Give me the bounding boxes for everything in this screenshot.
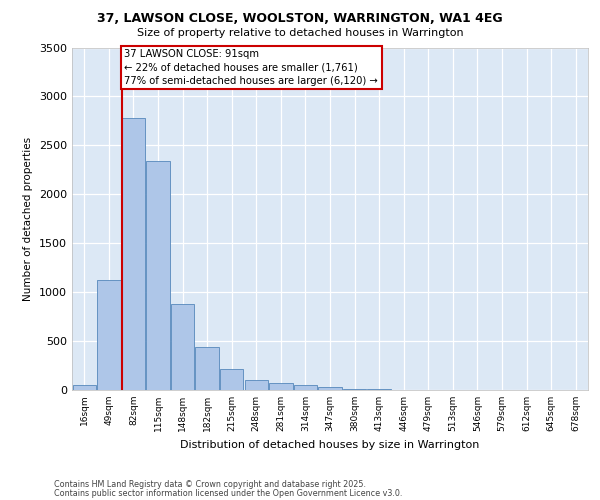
Bar [294,384,317,390]
Bar [220,370,244,390]
Bar [73,385,96,390]
Bar [122,118,145,390]
X-axis label: Distribution of detached houses by size in Warrington: Distribution of detached houses by size … [181,440,479,450]
Y-axis label: Number of detached properties: Number of detached properties [23,136,34,301]
Text: 37, LAWSON CLOSE, WOOLSTON, WARRINGTON, WA1 4EG: 37, LAWSON CLOSE, WOOLSTON, WARRINGTON, … [97,12,503,26]
Bar [343,388,366,390]
Bar [196,347,219,390]
Text: Contains HM Land Registry data © Crown copyright and database right 2025.: Contains HM Land Registry data © Crown c… [54,480,366,489]
Bar [97,280,121,390]
Bar [146,161,170,390]
Text: 37 LAWSON CLOSE: 91sqm
← 22% of detached houses are smaller (1,761)
77% of semi-: 37 LAWSON CLOSE: 91sqm ← 22% of detached… [124,50,378,86]
Bar [171,304,194,390]
Bar [367,389,391,390]
Bar [245,380,268,390]
Text: Size of property relative to detached houses in Warrington: Size of property relative to detached ho… [137,28,463,38]
Text: Contains public sector information licensed under the Open Government Licence v3: Contains public sector information licen… [54,488,403,498]
Bar [319,387,341,390]
Bar [269,383,293,390]
